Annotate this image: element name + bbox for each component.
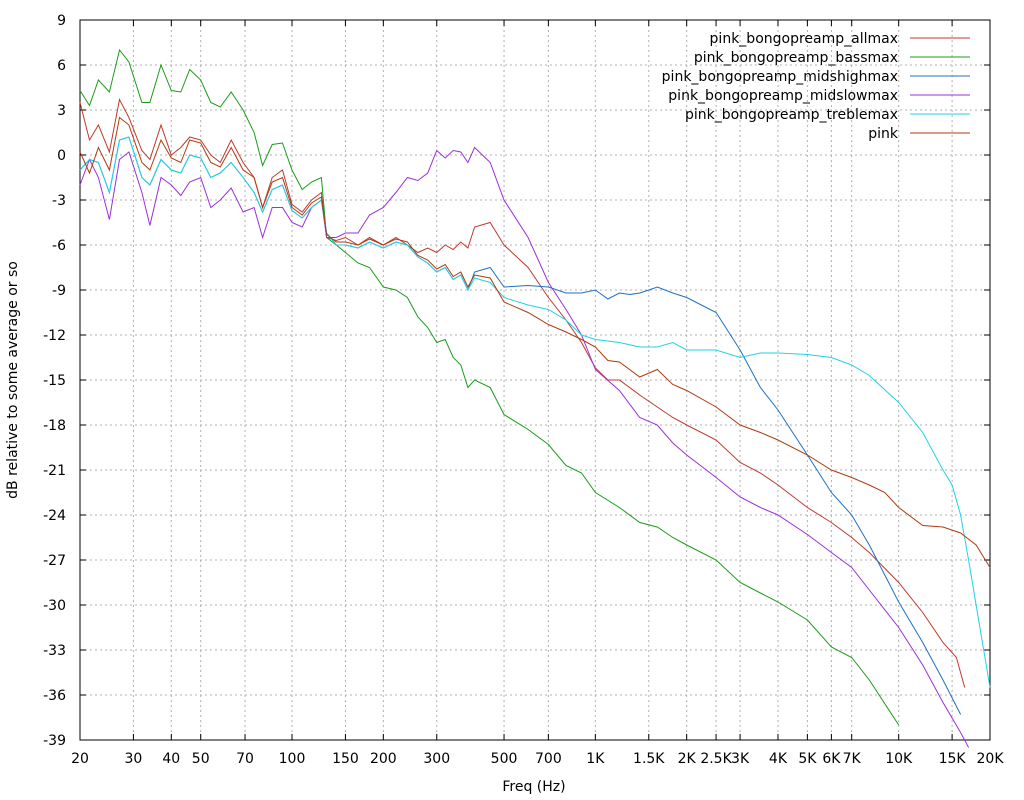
legend-label: pink_bongopreamp_bassmax <box>694 50 898 66</box>
y-tick-label: 9 <box>57 13 66 29</box>
y-tick-label: -27 <box>43 553 66 569</box>
y-tick-label: -15 <box>43 373 66 389</box>
x-tick-label: 1K <box>586 751 605 767</box>
y-tick-label: -3 <box>52 193 66 209</box>
legend-label: pink <box>868 126 899 142</box>
y-tick-label: -24 <box>43 508 66 524</box>
series-line-pink_bongopreamp_allmax <box>79 97 966 688</box>
x-tick-label: 7K <box>843 751 862 767</box>
series-line-pink <box>79 116 991 568</box>
x-tick-label: 4K <box>769 751 788 767</box>
legend-label: pink_bongopreamp_treblemax <box>685 107 898 123</box>
x-tick-label: 700 <box>535 751 562 767</box>
x-axis-label: Freq (Hz) <box>502 779 565 795</box>
series-line-pink_bongopreamp_midshighmax <box>79 136 962 715</box>
y-tick-label: -30 <box>43 598 66 614</box>
x-tick-label: 70 <box>236 751 254 767</box>
y-tick-label: 3 <box>57 103 66 119</box>
x-tick-label: 500 <box>491 751 518 767</box>
legend-label: pink_bongopreamp_allmax <box>710 31 898 47</box>
x-tick-label: 10K <box>885 751 913 767</box>
x-tick-label: 30 <box>125 751 143 767</box>
x-tick-label: 40 <box>162 751 180 767</box>
series-lines <box>79 48 991 748</box>
x-tick-label: 150 <box>332 751 359 767</box>
series-line-pink_bongopreamp_bassmax <box>79 48 900 726</box>
y-tick-label: -9 <box>52 283 66 299</box>
y-tick-label: -36 <box>43 688 66 704</box>
x-tick-label: 300 <box>423 751 450 767</box>
x-tick-label: 20K <box>977 751 1005 767</box>
legend-label: pink_bongopreamp_midslowmax <box>668 88 898 104</box>
legend-label: pink_bongopreamp_midshighmax <box>662 69 898 85</box>
x-tick-label: 3K <box>731 751 750 767</box>
x-tick-label: 15K <box>939 751 967 767</box>
y-tick-label: -21 <box>43 463 66 479</box>
x-tick-label: 5K <box>798 751 817 767</box>
x-tick-label: 50 <box>192 751 210 767</box>
y-axis-label: dB relative to some average or so <box>5 261 21 499</box>
x-tick-label: 100 <box>279 751 306 767</box>
y-tick-label: -6 <box>52 238 66 254</box>
y-tick-label: -18 <box>43 418 66 434</box>
y-tick-label: -33 <box>43 643 66 659</box>
x-tick-label: 2K <box>678 751 697 767</box>
x-tick-label: 20 <box>71 751 89 767</box>
series-line-pink_bongopreamp_midslowmax <box>79 146 970 748</box>
x-tick-label: 1.5K <box>633 751 665 767</box>
x-tick-label: 200 <box>370 751 397 767</box>
y-tick-label: -39 <box>43 733 66 749</box>
axis-ticks: 20 30 40 50 70 100 150 200 300 500 700 1K 1.5K 2K 2.5K… <box>43 13 1004 767</box>
y-tick-label: -12 <box>43 328 66 344</box>
x-tick-label: 2.5K <box>700 751 732 767</box>
legend: pink_bongopreamp_allmax pink_bongopreamp_… <box>662 31 970 142</box>
x-tick-label: 6K <box>822 751 841 767</box>
y-tick-label: 0 <box>57 148 66 164</box>
grid-lines <box>79 19 991 741</box>
series-line-pink_bongopreamp_treblemax <box>79 136 991 688</box>
y-tick-label: 6 <box>57 58 66 74</box>
